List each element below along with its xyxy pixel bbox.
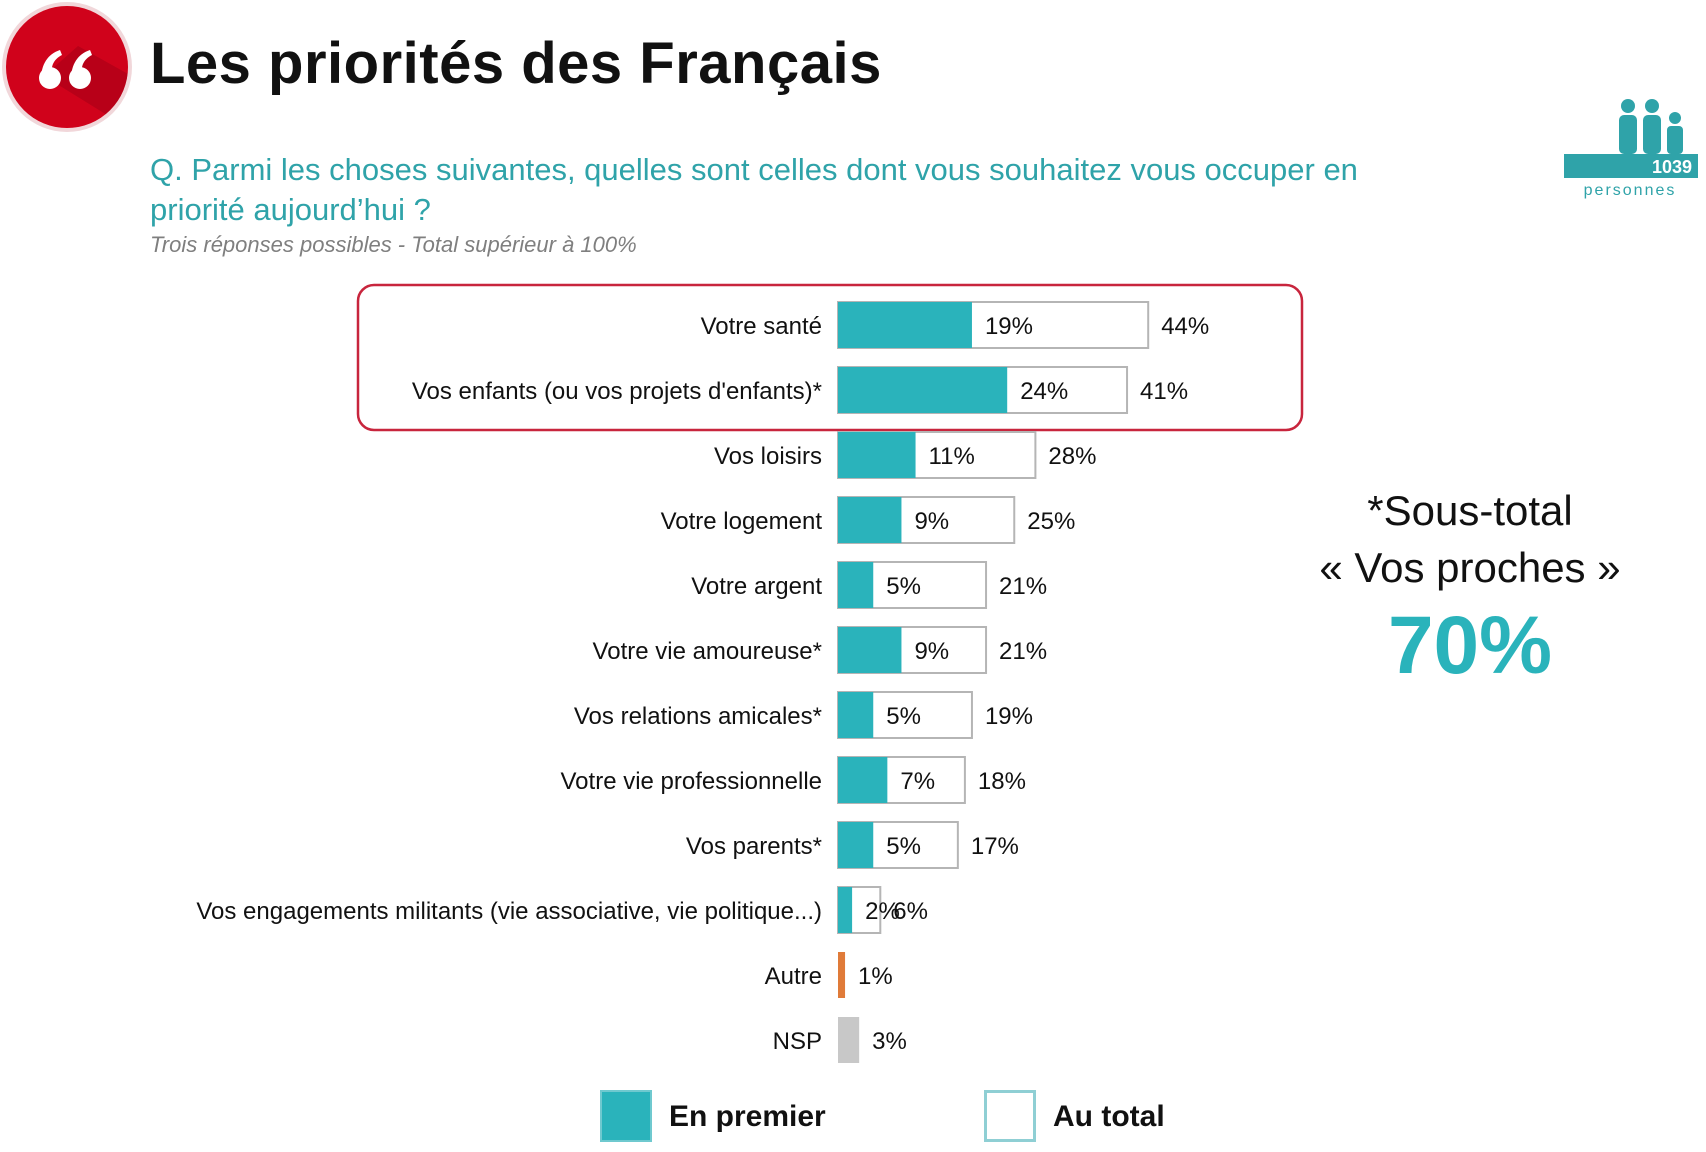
subtotal-title: *Sous-total — [1367, 487, 1573, 534]
priorities-bar-chart: Votre santé 44% 19% Vos enfants (ou vos pro… — [196, 283, 1304, 1063]
page-title: Les priorités des Français — [150, 31, 882, 96]
value-label-en-premier-votre-sante: 19% — [985, 313, 1033, 340]
value-label-total-votre-sante: 44% — [1161, 313, 1209, 340]
sample-label: personnes — [1583, 182, 1677, 199]
subtotal-subtitle: « Vos proches » — [1319, 544, 1621, 591]
category-label-vos-loisirs: Vos loisirs — [714, 443, 822, 470]
legend-swatch-en-premier — [600, 1090, 652, 1142]
legend-label-en-premier: En premier — [669, 1100, 826, 1133]
value-label-total-vos-enfants-ou-vos-projets-d-enfants: 41% — [1140, 378, 1188, 405]
value-label-total-votre-logement: 25% — [1027, 508, 1075, 535]
bar-en-premier-autre — [838, 952, 846, 998]
bar-en-premier-votre-argent — [838, 562, 874, 608]
category-label-votre-logement: Votre logement — [661, 508, 823, 535]
quote-logo — [6, 6, 128, 128]
category-label-votre-vie-amoureuse: Votre vie amoureuse* — [593, 638, 822, 665]
bar-en-premier-votre-logement — [838, 497, 902, 543]
value-label-total-votre-vie-professionnelle: 18% — [978, 768, 1026, 795]
value-label-en-premier-votre-logement: 9% — [914, 508, 949, 535]
category-label-vos-relations-amicales: Vos relations amicales* — [574, 703, 822, 730]
value-label-en-premier-vos-relations-amicales: 5% — [886, 703, 921, 730]
category-label-nsp: NSP — [773, 1028, 822, 1055]
category-label-votre-vie-professionnelle: Votre vie professionnelle — [561, 768, 823, 795]
value-label-en-premier-autre: 1% — [858, 963, 893, 990]
people-icon — [1564, 99, 1698, 178]
category-label-vos-parents: Vos parents* — [686, 833, 822, 860]
bar-en-premier-votre-vie-professionnelle — [838, 757, 888, 803]
bar-en-premier-vos-loisirs — [838, 432, 916, 478]
subtotal-callout: *Sous-total « Vos proches » 70% — [1310, 482, 1630, 696]
bar-en-premier-vos-relations-amicales — [838, 692, 874, 738]
sample-count: 1039 — [1651, 157, 1692, 177]
value-label-en-premier-votre-vie-professionnelle: 7% — [900, 768, 935, 795]
bar-en-premier-vos-enfants-ou-vos-projets-d-enfants — [838, 367, 1008, 413]
sample-size-badge: 1039 personnes — [1564, 98, 1698, 208]
value-label-total-vos-loisirs: 28% — [1048, 443, 1096, 470]
value-label-en-premier-vos-enfants-ou-vos-projets-d-enfants: 24% — [1020, 378, 1068, 405]
survey-question: Q. Parmi les choses suivantes, quelles s… — [150, 152, 1358, 227]
survey-note: Trois réponses possibles - Total supérie… — [150, 232, 637, 257]
value-label-en-premier-vos-engagements-militants-vie-associative-vie-politique: 2% — [865, 898, 900, 925]
value-label-total-vos-relations-amicales: 19% — [985, 703, 1033, 730]
value-label-en-premier-votre-vie-amoureuse: 9% — [914, 638, 949, 665]
legend-label-au-total: Au total — [1053, 1100, 1165, 1133]
value-label-en-premier-vos-loisirs: 11% — [929, 443, 975, 470]
category-label-votre-argent: Votre argent — [691, 573, 822, 600]
bar-en-premier-vos-engagements-militants-vie-associative-vie-politique — [838, 887, 853, 933]
bar-en-premier-votre-sante — [838, 302, 972, 348]
category-label-votre-sante: Votre santé — [701, 313, 822, 340]
value-label-en-premier-vos-parents: 5% — [886, 833, 921, 860]
bar-en-premier-nsp — [838, 1017, 860, 1063]
highlight-box — [356, 283, 1304, 432]
category-label-vos-engagements-militants-vie-associative-vie-politique: Vos engagements militants (vie associati… — [196, 898, 822, 925]
value-label-total-votre-argent: 21% — [999, 573, 1047, 600]
value-label-total-vos-engagements-militants-vie-associative-vie-politique: 6% — [893, 898, 928, 925]
value-label-total-vos-parents: 17% — [971, 833, 1019, 860]
value-label-en-premier-nsp: 3% — [872, 1028, 907, 1055]
bar-en-premier-votre-vie-amoureuse — [838, 627, 902, 673]
category-label-autre: Autre — [765, 963, 822, 990]
category-label-vos-enfants-ou-vos-projets-d-enfants: Vos enfants (ou vos projets d'enfants)* — [412, 378, 822, 405]
bar-en-premier-vos-parents — [838, 822, 874, 868]
value-label-en-premier-votre-argent: 5% — [886, 573, 921, 600]
legend-swatch-au-total — [984, 1090, 1036, 1142]
quote-icon — [39, 46, 128, 128]
subtotal-value: 70% — [1387, 600, 1553, 691]
value-label-total-votre-vie-amoureuse: 21% — [999, 638, 1047, 665]
